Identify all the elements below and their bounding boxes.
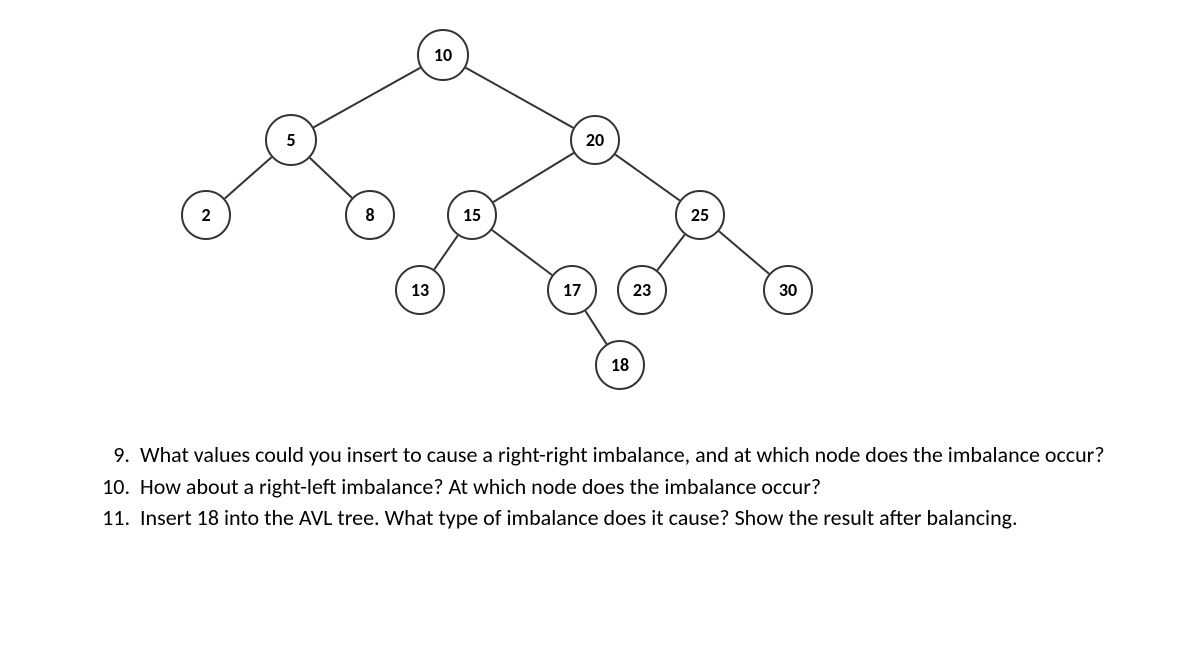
question-number: 11.	[90, 503, 140, 533]
tree-edge	[310, 158, 352, 198]
tree-edge	[466, 68, 573, 128]
tree-edge	[225, 157, 272, 198]
tree-edge	[492, 230, 552, 275]
tree-node: 25	[675, 190, 725, 240]
tree-node: 5	[265, 114, 317, 166]
tree-node: 23	[617, 265, 667, 315]
page-root: 10 5 20 2 8 15 25 13 17 23 30 18 9. What values cou…	[0, 0, 1200, 656]
question-item: 9. What values could you insert to cause…	[90, 440, 1160, 470]
question-number: 9.	[90, 440, 140, 470]
question-item: 11. Insert 18 into the AVL tree. What ty…	[90, 503, 1160, 533]
tree-edge	[493, 153, 573, 202]
tree-edge	[657, 235, 684, 270]
tree-node: 30	[763, 265, 813, 315]
question-text: What values could you insert to cause a …	[140, 440, 1160, 470]
tree-edge	[615, 155, 679, 201]
tree-edge	[585, 311, 606, 344]
tree-edge	[434, 236, 458, 270]
question-text: Insert 18 into the AVL tree. What type o…	[140, 503, 1160, 533]
tree-node: 18	[595, 340, 645, 390]
tree-node: 20	[570, 115, 620, 165]
tree-node: 8	[345, 190, 395, 240]
tree-node: 10	[417, 29, 469, 81]
tree-node: 15	[447, 190, 497, 240]
tree-node: 2	[181, 190, 231, 240]
question-text: How about a right-left imbalance? At whi…	[140, 472, 1160, 502]
tree-node: 13	[395, 265, 445, 315]
question-number: 10.	[90, 472, 140, 502]
tree-edge	[314, 68, 421, 128]
tree-node: 17	[547, 265, 597, 315]
avl-tree-diagram: 10 5 20 2 8 15 25 13 17 23 30 18	[0, 0, 1200, 420]
tree-edge	[719, 231, 769, 274]
question-list: 9. What values could you insert to cause…	[90, 440, 1160, 535]
question-item: 10. How about a right-left imbalance? At…	[90, 472, 1160, 502]
